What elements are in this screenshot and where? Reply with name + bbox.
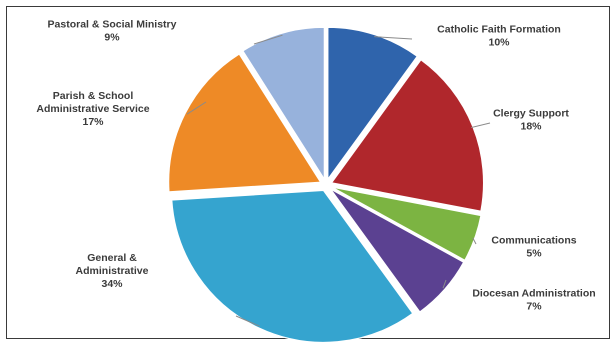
leader-line-general	[235, 315, 260, 327]
slice-percent-communications: 5%	[526, 248, 542, 260]
pie-slice-communications	[331, 186, 482, 262]
slice-name-general: Administrative	[76, 265, 149, 277]
slice-name-pastoral: Pastoral & Social Ministry	[48, 19, 177, 31]
leader-line-parish	[186, 101, 207, 115]
pie-slice-parish	[168, 53, 322, 193]
slice-label-communications: Communications 5%	[491, 235, 576, 260]
slice-name-diocesan: Diocesan Administration	[472, 288, 595, 300]
leader-line-pastoral	[253, 34, 283, 45]
slice-percent-catholic: 10%	[488, 37, 510, 49]
slice-percent-pastoral: 9%	[104, 32, 120, 44]
slice-name-catholic: Catholic Faith Formation	[437, 24, 561, 36]
slice-label-pastoral: Pastoral & Social Ministry 9%	[48, 19, 177, 44]
slice-name-parish: Administrative Service	[36, 103, 149, 115]
slice-label-diocesan: Diocesan Administration 7%	[472, 288, 595, 313]
pie-slice-diocesan	[330, 188, 465, 313]
pie-slice-catholic	[327, 26, 419, 182]
slice-percent-diocesan: 7%	[526, 301, 542, 313]
slice-name-parish: Parish & School	[53, 90, 134, 102]
leader-line-communications	[472, 237, 477, 245]
slice-label-clergy: Clergy Support 18%	[493, 108, 569, 133]
leader-line-clergy	[470, 122, 491, 129]
leader-line-diocesan	[442, 279, 447, 289]
slice-name-communications: Communications	[491, 235, 576, 247]
leader-line-catholic	[374, 36, 413, 40]
slice-label-parish: Parish & School Administrative Service 17%	[36, 90, 149, 128]
slice-label-general: General & Administrative 34%	[76, 252, 149, 290]
slice-percent-clergy: 18%	[520, 121, 542, 133]
slice-name-clergy: Clergy Support	[493, 108, 569, 120]
pie-slice-pastoral	[242, 26, 325, 182]
slice-name-general: General &	[87, 252, 137, 264]
slice-percent-parish: 17%	[82, 116, 104, 128]
slice-percent-general: 34%	[101, 278, 123, 290]
pie-slice-general	[171, 189, 414, 343]
slice-label-catholic: Catholic Faith Formation 10%	[437, 24, 561, 49]
